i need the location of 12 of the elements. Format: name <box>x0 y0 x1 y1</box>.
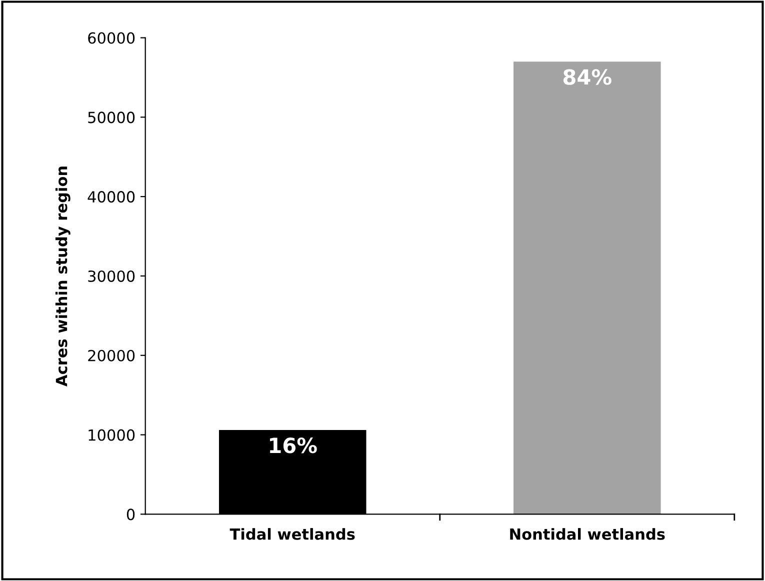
y-tick-label: 60000 <box>88 32 135 44</box>
y-tick-label: 0 <box>126 508 135 520</box>
y-tick-label: 20000 <box>88 350 135 362</box>
x-tick-label: Tidal wetlands <box>230 528 355 540</box>
y-axis-title: Acres within study region <box>55 166 70 386</box>
y-tick-label: 30000 <box>88 270 135 282</box>
y-tick-label: 50000 <box>88 112 135 124</box>
annotation: 84% <box>563 69 612 85</box>
y-tick-label: 10000 <box>88 429 135 441</box>
x-tick-label: Nontidal wetlands <box>510 528 665 540</box>
y-tick-label: 40000 <box>88 191 135 203</box>
annotation: 16% <box>270 438 317 454</box>
